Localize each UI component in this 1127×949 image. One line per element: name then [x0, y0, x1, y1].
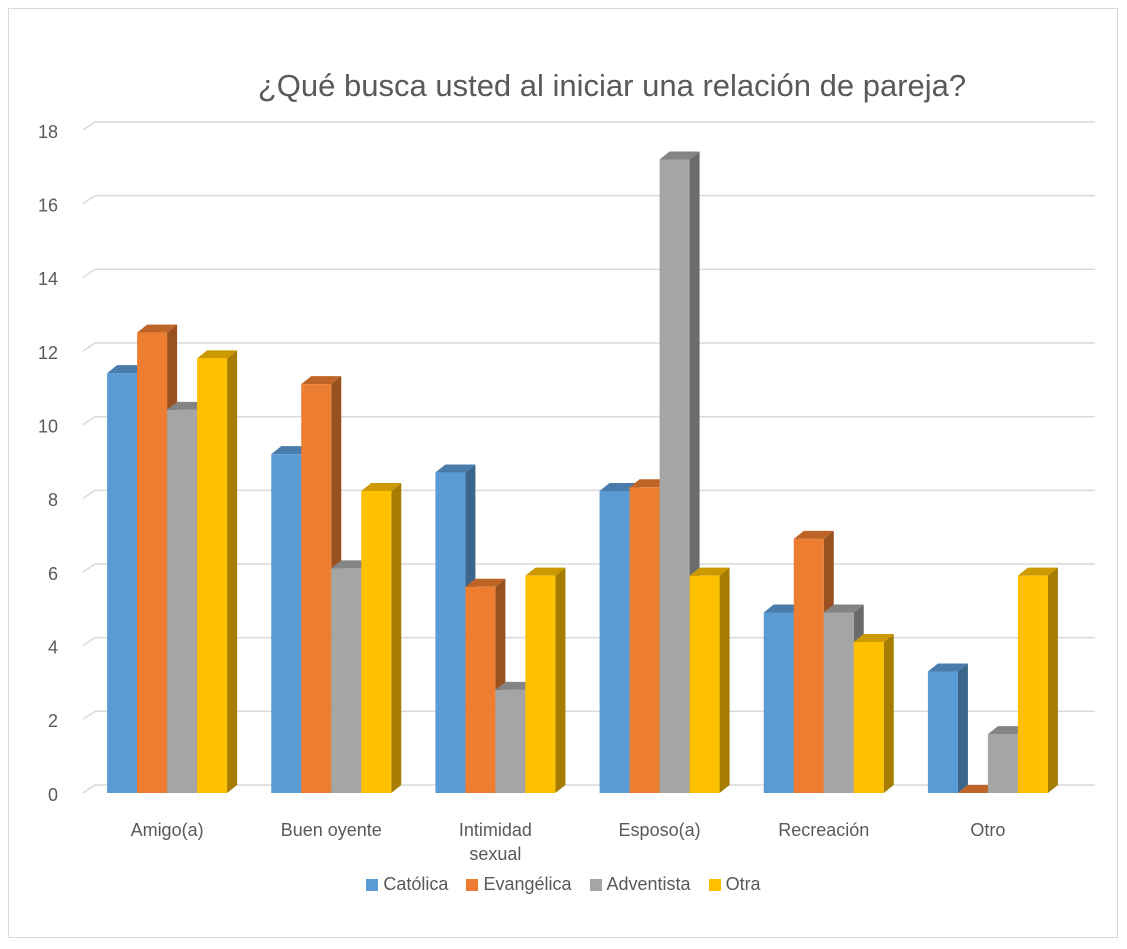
grid-line	[82, 342, 1095, 352]
y-tick-label: 6	[48, 564, 58, 584]
y-tick-label: 4	[48, 637, 58, 657]
legend-item: Adventista	[589, 874, 691, 895]
bar-front	[301, 384, 332, 793]
bar-top	[137, 324, 178, 333]
bar-front	[853, 641, 884, 793]
y-tick-label: 8	[48, 490, 58, 510]
bar	[853, 633, 894, 793]
bar-top	[465, 578, 506, 587]
bar-front	[823, 612, 854, 793]
bar-front	[465, 586, 496, 793]
grid-line	[82, 489, 1095, 499]
y-tick-label: 12	[38, 343, 58, 363]
bar-front	[137, 332, 168, 793]
bar	[525, 567, 566, 793]
chart-title: ¿Qué busca usted al iniciar una relación…	[258, 68, 966, 103]
x-tick-label: Recreación	[778, 820, 870, 840]
legend: Católica Evangélica Adventista Otra	[0, 874, 1127, 895]
bar-top	[435, 464, 476, 473]
bar-top	[793, 530, 834, 539]
bar-top	[301, 376, 342, 385]
bar-top	[361, 482, 402, 491]
bar-top	[1017, 567, 1058, 576]
bar-side	[957, 663, 968, 793]
bar	[689, 567, 730, 793]
x-tick-label: Esposo(a)	[618, 820, 701, 840]
bar-front	[361, 490, 392, 793]
grid-line	[82, 415, 1095, 426]
legend-label: Evangélica	[483, 874, 572, 894]
bar-front	[197, 358, 228, 793]
bar-top	[987, 726, 1028, 735]
grid-line	[82, 194, 1095, 205]
x-tick-label: Buen oyente	[280, 820, 382, 840]
bar-front	[1017, 575, 1048, 793]
y-tick-label: 18	[38, 122, 58, 142]
bar	[435, 464, 476, 793]
chart-frame	[8, 8, 1118, 938]
bar-front	[495, 689, 526, 793]
bar-front	[927, 671, 958, 793]
bar-front	[167, 409, 198, 793]
bar-top	[197, 350, 238, 359]
legend-swatch	[466, 878, 479, 891]
legend-swatch	[589, 878, 602, 891]
bar-front	[763, 612, 794, 793]
bar-top	[853, 633, 894, 642]
y-tick-label: 16	[38, 195, 58, 215]
bar	[361, 482, 402, 793]
bar-front	[689, 575, 720, 793]
bar-side	[227, 350, 238, 793]
bar	[927, 663, 968, 793]
bar-side	[391, 482, 402, 793]
grid-line	[82, 268, 1095, 278]
bar-front	[107, 373, 138, 793]
bar-front	[525, 575, 556, 793]
legend-item: Católica	[366, 874, 448, 895]
legend-swatch	[708, 878, 721, 891]
bar-front	[271, 454, 302, 793]
x-tick-label: Otro	[970, 820, 1006, 840]
bar-top	[659, 151, 700, 160]
y-tick-label: 0	[48, 785, 58, 805]
legend-label: Otra	[725, 874, 761, 894]
x-tick-label: Intimidad sexual	[458, 820, 532, 864]
bar-top	[525, 567, 566, 576]
bar	[1017, 567, 1058, 793]
legend-label: Católica	[383, 874, 449, 894]
grid-line	[82, 784, 1095, 794]
bar-front	[331, 568, 362, 793]
bar-front	[987, 734, 1018, 793]
bar-front	[599, 490, 630, 793]
bar-front	[629, 487, 660, 793]
bar-top	[689, 567, 730, 576]
y-tick-label: 2	[48, 711, 58, 731]
bar-side	[1047, 567, 1058, 793]
x-tick-label: Amigo(a)	[130, 820, 204, 840]
bar-top	[823, 604, 864, 613]
legend-swatch	[366, 878, 379, 891]
grid-line	[82, 563, 1095, 573]
grid-line	[82, 710, 1095, 720]
bar-front	[435, 472, 466, 793]
legend-label: Adventista	[606, 874, 691, 894]
y-tick-label: 10	[38, 416, 58, 436]
bar	[301, 376, 342, 793]
bar-front	[659, 159, 690, 793]
bar-side	[719, 567, 730, 793]
legend-item: Otra	[708, 874, 761, 895]
grid-line	[82, 121, 1095, 131]
bar-side	[883, 633, 894, 793]
grid-line	[82, 636, 1095, 647]
bar-front	[793, 538, 824, 793]
legend-item: Evangélica	[466, 874, 572, 895]
y-tick-label: 14	[38, 269, 58, 289]
bar	[197, 350, 238, 793]
bar-side	[555, 567, 566, 793]
bar-top	[927, 663, 968, 672]
